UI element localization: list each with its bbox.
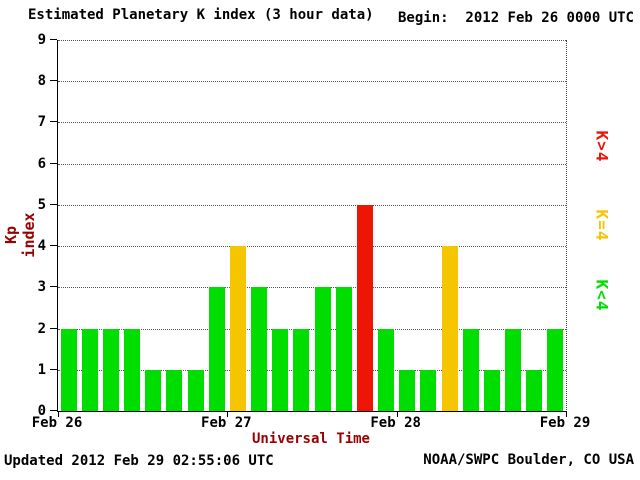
gridline (58, 328, 566, 330)
kp-bar (229, 246, 246, 411)
kp-bar (547, 328, 564, 411)
x-axis-tick-label: Feb 28 (370, 415, 421, 431)
y-axis-tick (50, 368, 57, 370)
y-axis-tick-label: 5 (37, 196, 46, 213)
gridline (58, 369, 566, 371)
kp-bar (399, 369, 416, 411)
chart-title: Estimated Planetary K index (3 hour data… (28, 7, 374, 23)
x-axis-labels: Feb 26 Feb 27 Feb 28 Feb 29 (32, 415, 591, 431)
x-axis-tick-label: Feb 26 (31, 415, 83, 431)
y-axis-tick-label: 8 (37, 73, 46, 90)
x-axis-tick (566, 411, 567, 417)
kp-bar (356, 204, 373, 411)
kp-bar (335, 287, 352, 411)
kp-bar (187, 369, 204, 411)
gridline (58, 287, 566, 289)
kp-bar (293, 328, 310, 411)
source-credit: NOAA/SWPC Boulder, CO USA (423, 452, 634, 468)
gridline (58, 40, 566, 41)
kp-bar (420, 369, 437, 411)
kp-bar (483, 369, 500, 411)
y-axis-tick (50, 203, 57, 205)
y-axis-tick-label: 9 (37, 32, 46, 48)
x-axis-tick (58, 411, 59, 417)
y-axis-tick (50, 121, 57, 123)
y-axis-tick (50, 245, 57, 247)
y-axis-tick (50, 410, 57, 411)
y-axis-tick-label: 0 (37, 403, 46, 419)
y-axis-tick-label: 2 (37, 320, 46, 337)
kp-bar (166, 369, 183, 411)
kp-bar (124, 328, 141, 411)
legend-k-gt-4: K>4 (592, 130, 612, 163)
kp-bar (441, 246, 458, 411)
y-axis-tick-label: 6 (37, 155, 46, 172)
y-axis-tick (50, 80, 57, 82)
x-axis-title: Universal Time (251, 431, 370, 447)
kp-bar (526, 369, 543, 411)
y-axis-tick-label: 4 (37, 238, 46, 255)
kp-bar (81, 328, 98, 411)
x-axis-tick (227, 411, 229, 417)
kp-bar (378, 328, 395, 411)
legend-k-lt-4: K<4 (592, 279, 612, 312)
gridline (58, 163, 566, 165)
y-axis-tick-label: 7 (37, 114, 46, 131)
gridline (58, 204, 566, 206)
y-axis-tick (50, 286, 57, 288)
kp-bar (208, 287, 225, 411)
y-axis-tick-label: 1 (37, 361, 46, 378)
kp-bar (462, 328, 479, 411)
y-axis-tick (50, 39, 57, 40)
y-axis-tick (50, 162, 57, 164)
kp-bar (314, 287, 331, 411)
gridline (58, 81, 566, 83)
gridline (58, 246, 566, 248)
kp-bar (272, 328, 289, 411)
plot-area (50, 39, 567, 417)
kp-bar (102, 328, 119, 411)
legend-k-eq-4: K=4 (592, 209, 612, 242)
updated-timestamp: Updated 2012 Feb 29 02:55:06 UTC (4, 453, 274, 469)
kp-bar (505, 328, 522, 411)
kp-bar (60, 328, 77, 411)
y-axis-tick (50, 327, 57, 329)
y-axis-labels: 0 1 2 3 4 5 6 7 8 9 (22, 33, 48, 418)
x-axis-tick (396, 411, 398, 417)
x-axis-tick-label: Feb 29 (539, 415, 591, 431)
y-axis-tick-label: 3 (37, 279, 46, 296)
kp-bar (251, 287, 268, 411)
x-axis-tick-label: Feb 27 (201, 415, 252, 431)
begin-timestamp: Begin: 2012 Feb 26 0000 UTC (397, 10, 634, 26)
gridline (58, 122, 566, 124)
kp-bar (145, 369, 162, 411)
